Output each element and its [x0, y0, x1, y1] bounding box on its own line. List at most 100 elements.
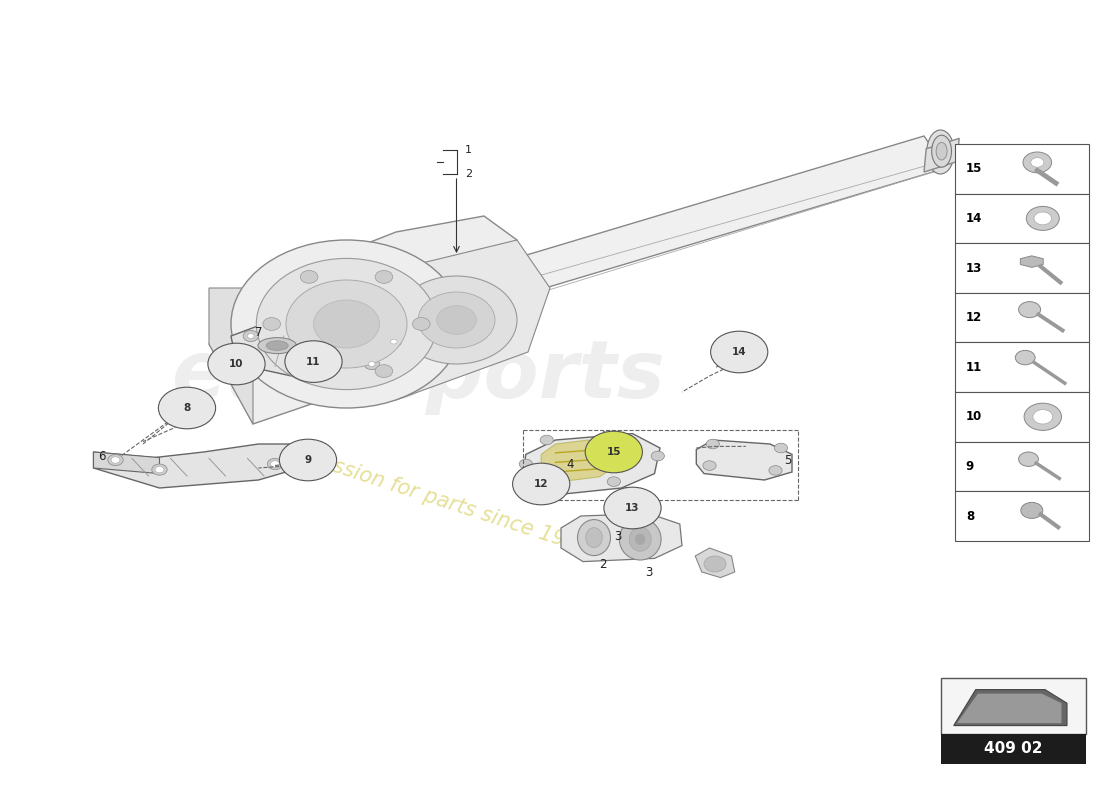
Circle shape	[390, 339, 397, 344]
Circle shape	[1024, 403, 1062, 430]
Text: 2: 2	[465, 170, 472, 179]
Text: 10: 10	[229, 359, 244, 369]
Circle shape	[540, 435, 553, 445]
Text: 9: 9	[966, 460, 975, 473]
Circle shape	[285, 341, 342, 382]
Circle shape	[300, 365, 318, 378]
Text: eurosports: eurosports	[172, 337, 664, 415]
Text: 3: 3	[615, 530, 622, 542]
Circle shape	[108, 454, 123, 466]
Circle shape	[375, 270, 393, 283]
Text: 13: 13	[966, 262, 982, 274]
Circle shape	[769, 466, 782, 475]
Text: 409 02: 409 02	[983, 742, 1043, 756]
Polygon shape	[330, 240, 550, 400]
Text: 15: 15	[606, 447, 621, 457]
Polygon shape	[1021, 256, 1043, 267]
Ellipse shape	[257, 338, 296, 354]
Polygon shape	[94, 444, 324, 488]
Bar	[955, 243, 1089, 293]
Circle shape	[375, 365, 393, 378]
Circle shape	[241, 351, 248, 356]
Circle shape	[301, 451, 310, 458]
Text: 12: 12	[966, 311, 982, 324]
Circle shape	[418, 292, 495, 348]
Circle shape	[236, 348, 252, 359]
Circle shape	[267, 458, 283, 470]
Circle shape	[1019, 302, 1041, 318]
Ellipse shape	[936, 142, 947, 160]
Text: 11: 11	[306, 357, 321, 366]
Circle shape	[604, 487, 661, 529]
Polygon shape	[541, 440, 616, 482]
Circle shape	[155, 466, 164, 473]
Bar	[955, 442, 1089, 491]
Circle shape	[607, 431, 620, 441]
Polygon shape	[209, 216, 517, 424]
Ellipse shape	[926, 130, 955, 174]
Circle shape	[1033, 410, 1053, 424]
Circle shape	[1019, 452, 1038, 466]
Text: 9: 9	[305, 455, 311, 465]
Circle shape	[386, 336, 402, 347]
Text: a passion for parts since 1985: a passion for parts since 1985	[287, 442, 593, 558]
Polygon shape	[954, 690, 1067, 726]
Circle shape	[231, 240, 462, 408]
Text: 8: 8	[184, 403, 190, 413]
Bar	[955, 491, 1089, 541]
Circle shape	[585, 431, 642, 473]
Circle shape	[300, 270, 318, 283]
Circle shape	[158, 387, 216, 429]
Circle shape	[248, 334, 254, 338]
Ellipse shape	[629, 527, 651, 551]
Polygon shape	[363, 136, 946, 336]
Circle shape	[607, 477, 620, 486]
Circle shape	[437, 306, 476, 334]
Circle shape	[111, 457, 120, 463]
Ellipse shape	[585, 528, 603, 547]
Circle shape	[1015, 350, 1035, 365]
Circle shape	[774, 443, 788, 453]
Text: 4: 4	[566, 458, 573, 470]
Circle shape	[368, 362, 375, 366]
Polygon shape	[696, 440, 792, 480]
Polygon shape	[924, 138, 959, 172]
Circle shape	[703, 461, 716, 470]
Circle shape	[1023, 152, 1052, 173]
Bar	[955, 144, 1089, 194]
Text: 3: 3	[646, 566, 652, 578]
Circle shape	[1034, 212, 1052, 225]
Ellipse shape	[578, 520, 610, 555]
Bar	[940, 734, 1086, 764]
Polygon shape	[561, 514, 682, 562]
Circle shape	[271, 461, 279, 467]
Circle shape	[651, 451, 664, 461]
Ellipse shape	[266, 341, 288, 350]
Circle shape	[540, 477, 553, 486]
Circle shape	[711, 331, 768, 373]
Text: 6: 6	[99, 450, 106, 462]
Text: 15: 15	[966, 162, 982, 175]
Text: 2: 2	[600, 558, 606, 570]
Circle shape	[152, 464, 167, 475]
Text: 1: 1	[465, 146, 472, 155]
Polygon shape	[363, 296, 484, 336]
Circle shape	[208, 343, 265, 385]
Circle shape	[1021, 502, 1043, 518]
Circle shape	[1031, 158, 1044, 167]
Text: 11: 11	[966, 361, 982, 374]
Text: 13: 13	[625, 503, 640, 513]
Bar	[955, 392, 1089, 442]
Bar	[955, 342, 1089, 392]
Ellipse shape	[619, 518, 661, 560]
Bar	[940, 678, 1086, 734]
Circle shape	[513, 463, 570, 505]
Polygon shape	[231, 320, 412, 376]
Circle shape	[396, 276, 517, 364]
Bar	[955, 293, 1089, 342]
Text: 7: 7	[255, 326, 262, 338]
Text: 10: 10	[966, 410, 982, 423]
Bar	[955, 194, 1089, 243]
Circle shape	[519, 459, 532, 469]
Circle shape	[243, 330, 258, 342]
